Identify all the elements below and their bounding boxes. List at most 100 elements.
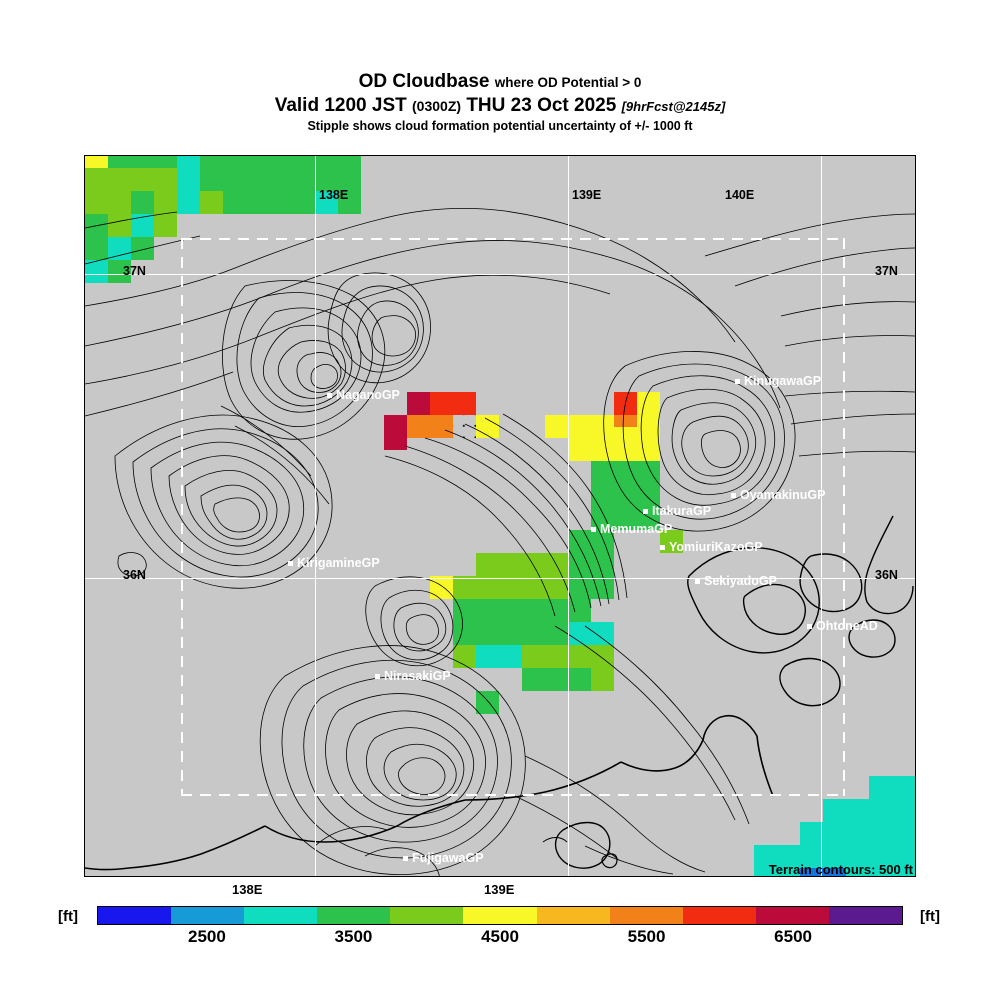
colorbar-tick-6500: 6500 <box>774 927 812 946</box>
lon-label-bottom-138e: 138E <box>232 882 263 897</box>
station-marker-ohtonead[interactable]: OhtoneAD <box>807 619 878 633</box>
colorbar-swatch-10[interactable] <box>828 907 903 924</box>
heatmap-cell <box>522 645 591 668</box>
heatmap-cell <box>154 191 177 214</box>
heatmap-cell <box>453 599 591 622</box>
station-marker-kirigaminegp[interactable]: KirigamineGP <box>288 556 380 570</box>
heatmap-cell <box>223 191 315 214</box>
colorbar-swatch-9[interactable] <box>755 907 829 924</box>
forecast-tag: [9hrFcst@2145z] <box>621 99 726 114</box>
heatmap-cell <box>85 168 177 191</box>
heatmap-cell <box>568 438 660 461</box>
colorbar-swatch-1[interactable] <box>171 907 245 924</box>
domain-box-left <box>181 238 183 796</box>
station-dot-icon <box>403 855 408 861</box>
station-label: KirigamineGP <box>297 556 380 570</box>
station-dot-icon <box>731 492 736 498</box>
station-label: MemumaGP <box>600 522 673 536</box>
colorbar-swatches[interactable] <box>97 906 903 925</box>
colorbar-swatch-8[interactable] <box>682 907 756 924</box>
graticule-lat-37n <box>85 274 915 275</box>
heatmap-cell <box>177 156 200 191</box>
colorbar-tick-2500: 2500 <box>187 927 226 946</box>
heatmap-cell <box>522 668 591 691</box>
station-dot-icon <box>643 508 648 514</box>
station-dot-icon <box>660 544 665 550</box>
heatmap-cell <box>453 622 591 645</box>
station-marker-naganogp[interactable]: NaganoGP <box>327 388 400 402</box>
station-label: YomiuriKazoGP <box>669 540 763 554</box>
heatmap-cell <box>200 191 223 214</box>
heatmap-cell <box>315 156 361 191</box>
lat-label-right-37n: 37N <box>875 264 898 278</box>
heatmap-cell <box>453 576 568 599</box>
lon-label-bottom-139e: 139E <box>484 882 515 897</box>
heatmap-cell <box>823 799 915 822</box>
title-line-1: OD Cloudbase where OD Potential > 0 <box>0 72 1000 93</box>
colorbar-tick-3500: 3500 <box>334 927 373 946</box>
lat-label-right-36n: 36N <box>875 568 898 582</box>
station-marker-sekiyadogp[interactable]: SekiyadoGP <box>695 574 777 588</box>
colorbar-swatch-5[interactable] <box>463 907 537 924</box>
station-marker-fujigawagp[interactable]: FujigawaGP <box>403 851 484 865</box>
colorbar-unit-right: [ft] <box>920 908 940 925</box>
station-dot-icon <box>591 526 596 532</box>
heatmap-cell <box>384 415 407 438</box>
heatmap-cell <box>315 191 338 214</box>
station-label: FujigawaGP <box>412 851 484 865</box>
heatmap-cell <box>637 415 660 438</box>
colorbar-swatch-7[interactable] <box>609 907 683 924</box>
heatmap-cell <box>614 415 637 427</box>
colorbar-swatch-3[interactable] <box>317 907 391 924</box>
colorbar-unit-left: [ft] <box>58 908 78 925</box>
heatmap-cell <box>85 237 108 260</box>
station-label: OhtoneAD <box>816 619 878 633</box>
station-label: NirasakiGP <box>384 669 451 683</box>
valid-date: THU 23 Oct 2025 <box>466 95 617 116</box>
lon-label-top-140e: 140E <box>725 188 755 202</box>
heatmap-cell <box>453 392 476 415</box>
station-label: NaganoGP <box>336 388 400 402</box>
station-marker-oyamakinugp[interactable]: OyamakinuGP <box>731 488 825 502</box>
heatmap-cell <box>430 392 453 415</box>
domain-box-right <box>843 238 845 796</box>
station-marker-itakuragp[interactable]: ItakuraGP <box>643 504 711 518</box>
station-marker-memumagp[interactable]: MemumaGP <box>591 522 672 536</box>
stipple-note: Stipple shows cloud formation potential … <box>307 119 693 133</box>
colorbar-swatch-0[interactable] <box>98 907 172 924</box>
heatmap-cell <box>869 776 915 799</box>
heatmap-cell <box>246 156 315 191</box>
heatmap-cell <box>407 415 453 438</box>
graticule-lon-138e <box>315 156 316 876</box>
heatmap-cell <box>154 214 177 237</box>
graticule-lat-36n <box>85 578 915 579</box>
station-marker-yomiurikazogp[interactable]: YomiuriKazoGP <box>660 540 763 554</box>
map-panel[interactable]: 138E 139E 140E 37N 36N 37N 36N NaganoGP K… <box>84 155 916 877</box>
station-dot-icon <box>695 578 700 584</box>
station-label: SekiyadoGP <box>704 574 777 588</box>
heatmap-cell <box>476 645 522 668</box>
title-line-2: Valid 1200 JST (0300Z) THU 23 Oct 2025 [… <box>0 95 1000 118</box>
domain-box-bottom <box>181 794 843 796</box>
colorbar-swatch-2[interactable] <box>244 907 318 924</box>
heatmap-cell <box>800 868 846 876</box>
heatmap-cell <box>568 622 614 645</box>
heatmap-cell <box>85 156 108 168</box>
heatmap-cell <box>108 260 131 283</box>
station-marker-nirasakigp[interactable]: NirasakiGP <box>375 669 451 683</box>
heatmap-cell <box>476 553 568 576</box>
terrain-contour-note: Terrain contours: 500 ft <box>768 862 913 877</box>
colorbar[interactable]: 2500 3500 4500 5500 6500 <box>84 906 916 946</box>
title-main: OD Cloudbase <box>358 71 490 92</box>
lon-label-top-139e: 139E <box>572 188 602 202</box>
station-marker-kinugawagp[interactable]: KinugawaGP <box>735 374 821 388</box>
heatmap-cell <box>453 415 476 438</box>
heatmap-cell <box>407 392 430 415</box>
heatmap-cell <box>131 237 154 260</box>
colorbar-swatch-6[interactable] <box>536 907 610 924</box>
colorbar-swatch-4[interactable] <box>390 907 464 924</box>
title-main-suffix: where OD Potential > 0 <box>494 75 642 90</box>
heatmap-cell <box>800 822 915 845</box>
heatmap-cell <box>384 438 407 450</box>
